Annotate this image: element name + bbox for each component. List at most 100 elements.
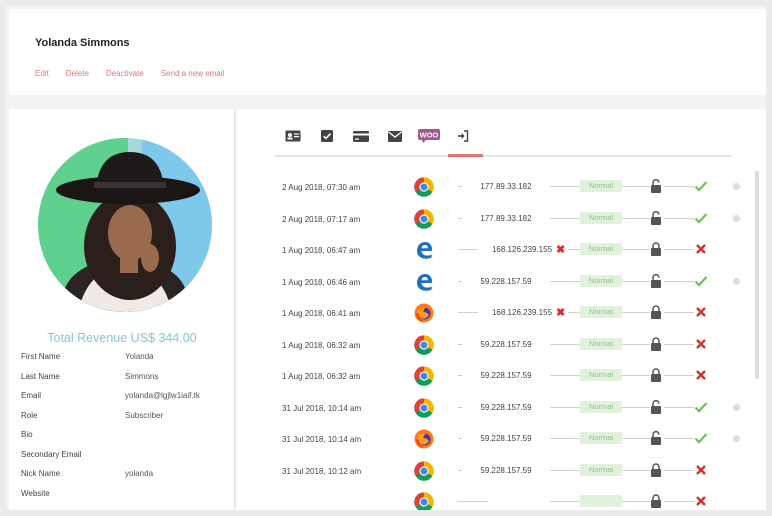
unlocked-icon	[650, 178, 662, 193]
connector-line	[664, 312, 694, 313]
chrome-icon	[414, 397, 434, 418]
active-tab-indicator	[448, 154, 483, 157]
ip-address: 168.126.239.155	[478, 245, 566, 254]
firefox-icon	[414, 303, 434, 323]
send-email-link[interactable]: Send a new email	[160, 69, 225, 78]
contact-card-icon	[285, 130, 301, 142]
connector-line	[664, 343, 694, 345]
chrome-icon	[414, 492, 434, 510]
field-label: Bio	[21, 430, 33, 439]
fail-x-icon	[694, 463, 708, 477]
activity-panel: WOO 2 Aug 2018, 07:30 am 177.89.33.182 Nor…	[236, 109, 766, 510]
login-history-list: 2 Aug 2018, 07:30 am 177.89.33.182 Normal 2…	[236, 171, 756, 510]
status-badge: Normal	[580, 306, 622, 318]
lock-icon	[650, 494, 662, 508]
profile-panel: Total Revenue US$ 344.00 First Name Yolan…	[9, 109, 235, 510]
connector-line	[622, 438, 650, 439]
login-row: 1 Aug 2018, 06:46 am 59.228.157.59 Normal	[236, 266, 756, 298]
tab-divider	[275, 155, 732, 157]
connector-line	[568, 312, 580, 313]
connector-line	[458, 249, 478, 250]
sign-in-icon	[458, 130, 469, 142]
success-check-icon	[694, 431, 708, 445]
connector-line	[550, 438, 580, 439]
connector-line	[550, 280, 580, 282]
field-label: Secondary Email	[21, 449, 82, 459]
firefox-icon	[414, 429, 434, 449]
field-value: Yolanda	[125, 352, 154, 361]
connector-line	[622, 217, 650, 219]
login-date: 1 Aug 2018, 06:32 am	[282, 372, 361, 381]
field-last-name: Last Name Simmons	[21, 372, 227, 392]
connector-line	[550, 469, 580, 471]
status-dot[interactable]	[733, 277, 740, 285]
connector-line	[568, 249, 580, 250]
ip-address: 177.89.33.182	[462, 182, 550, 191]
field-email: Email yolanda@lgjlw1iaif.tk	[21, 391, 227, 411]
connector-line	[664, 249, 694, 250]
login-row: 31 Jul 2018, 10:14 am 59.228.157.59 Normal	[236, 423, 756, 455]
field-label: Last Name	[21, 371, 60, 381]
ip-address: 177.89.33.182	[462, 213, 550, 223]
tab-contact[interactable]	[276, 125, 310, 147]
connector-line	[664, 280, 694, 282]
lock-icon	[650, 242, 662, 256]
field-label: Email	[21, 391, 42, 400]
status-dot[interactable]	[733, 214, 740, 222]
total-revenue: Total Revenue US$ 344.00	[47, 331, 197, 345]
tab-logins[interactable]	[446, 125, 480, 147]
chrome-icon	[414, 366, 434, 386]
status-badge	[580, 495, 622, 507]
success-check-icon	[694, 179, 708, 193]
fail-x-icon	[694, 305, 708, 319]
connector-line	[664, 406, 694, 408]
tab-woocommerce[interactable]: WOO	[412, 125, 446, 147]
status-badge: Normal	[580, 369, 622, 381]
tab-emails[interactable]	[378, 125, 412, 147]
woo-icon: WOO	[418, 129, 440, 143]
ip-address: 59.228.157.59	[462, 371, 550, 380]
unlocked-icon	[650, 210, 662, 225]
tab-tasks[interactable]	[310, 125, 344, 147]
connector-line	[622, 501, 650, 502]
login-date: 1 Aug 2018, 06:47 am	[282, 246, 361, 255]
edge-icon	[414, 272, 434, 292]
delete-link[interactable]: Delete	[65, 69, 89, 78]
login-row	[236, 486, 756, 510]
edge-icon	[414, 240, 434, 260]
status-badge: Normal	[580, 180, 622, 192]
field-value: yolanda@lgjlw1iaif.tk	[125, 391, 200, 400]
connector-line	[664, 375, 694, 376]
login-date: 2 Aug 2018, 07:17 am	[282, 214, 361, 224]
status-dot[interactable]	[733, 403, 740, 411]
connector-line	[622, 312, 650, 313]
tab-billing[interactable]	[344, 125, 378, 147]
status-badge: Normal	[580, 243, 622, 255]
login-row: 2 Aug 2018, 07:30 am 177.89.33.182 Normal	[236, 171, 756, 203]
login-date: 1 Aug 2018, 06:46 am	[282, 277, 361, 287]
status-badge: Normal	[580, 463, 622, 476]
scrollbar[interactable]	[755, 171, 759, 379]
login-row: 2 Aug 2018, 07:17 am 177.89.33.182 Normal	[236, 203, 756, 235]
field-nick-name: Nick Name yolanda	[21, 469, 227, 489]
connector-line	[458, 501, 488, 502]
field-secondary-email: Secondary Email	[21, 450, 227, 470]
login-row: 1 Aug 2018, 06:41 am 168.126.239.155 ✖ Norm…	[236, 297, 756, 329]
connector-line	[622, 280, 650, 282]
ip-address: 59.228.157.59	[462, 465, 550, 475]
connector-line	[664, 186, 694, 187]
field-label: Role	[21, 410, 38, 420]
deactivate-link[interactable]: Deactivate	[105, 69, 144, 78]
lock-icon	[650, 462, 662, 477]
connector-line	[664, 217, 694, 219]
unlocked-icon	[650, 430, 662, 445]
status-dot[interactable]	[733, 183, 740, 190]
status-badge: Normal	[580, 400, 622, 413]
ip-address: 168.126.239.155	[478, 308, 566, 317]
lock-icon	[650, 368, 662, 382]
connector-line	[550, 406, 580, 408]
status-dot[interactable]	[733, 435, 740, 442]
credit-card-icon	[353, 130, 369, 142]
avatar	[38, 138, 212, 312]
edit-link[interactable]: Edit	[35, 69, 49, 78]
